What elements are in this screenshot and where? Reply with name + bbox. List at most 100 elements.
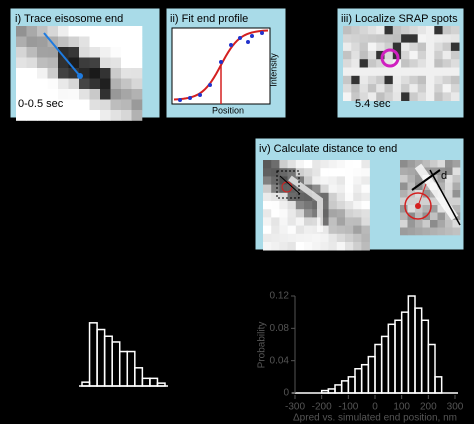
pixel [279,233,288,243]
y-tick-label: 0.04 [270,355,290,366]
pixel [361,168,370,177]
zoom-end [411,169,441,191]
pixel [131,68,143,79]
pixel [79,99,90,111]
histogram-bar [134,367,144,387]
pixel [79,57,90,69]
pixel [401,34,410,43]
histogram-bar [340,380,350,394]
pixel [400,160,408,168]
pixel [320,217,329,226]
pixel [121,57,132,69]
pixel [426,59,435,68]
pixel [376,75,385,85]
pixel [361,233,370,243]
pixel [47,78,59,90]
pixel [328,192,338,202]
pixel [16,36,27,48]
pixel [415,160,423,168]
pixel [345,192,354,202]
pixel [79,78,90,90]
histogram-bar [126,350,136,387]
pixel [345,184,354,194]
pixel [312,160,321,169]
pixel [279,225,288,235]
pixel [343,75,352,85]
pixel [359,34,369,43]
pixel [89,89,101,100]
pixel [110,36,122,48]
pixel [407,175,416,183]
pixel [328,176,338,185]
pixel [343,34,352,43]
pixel [392,34,402,43]
panel-title: ii) Fit end profile [170,13,248,25]
pixel [426,26,435,35]
pixel [16,110,27,121]
pixel [304,176,313,185]
pixel [437,175,446,183]
pixel [287,217,297,226]
pixel [417,67,427,77]
pixel [417,34,427,43]
pixel [328,225,338,235]
pixel [271,233,280,243]
pixel [26,57,38,69]
pixel [359,67,369,77]
pixel [445,190,453,198]
pixel [359,92,369,101]
pixel [121,47,132,58]
pixel [295,217,305,226]
pixel [279,201,288,210]
pixel [450,92,460,101]
pixel [263,201,272,210]
pixel [26,89,38,100]
pixel [110,57,122,69]
pixel [37,26,48,37]
pixel [345,160,354,169]
pixel [445,227,453,236]
end-tick [279,175,301,195]
pixel [400,197,408,206]
pixel [452,182,461,191]
pixel [100,99,111,111]
pixel [361,209,370,218]
pixel [263,184,272,194]
pixel [445,182,453,191]
pixel [430,167,438,176]
pixel [384,42,394,52]
pixel [415,197,423,206]
pixel [58,99,69,111]
pixel [89,110,101,121]
pixel [417,59,427,68]
pixel [89,36,101,48]
pixel [367,34,377,43]
pixel [320,225,329,235]
pixel [16,78,27,90]
pixel [351,75,360,85]
pixel [279,168,288,177]
pixel [110,26,122,37]
pixel [16,68,27,79]
axis-label: Intensity [268,53,278,87]
pixel [434,42,443,52]
pixel [345,242,354,251]
histogram-bar [380,335,390,394]
pixel [26,78,38,90]
pixel [409,26,418,35]
pixel [110,78,122,90]
distance-label: d [441,170,447,182]
pixel [343,84,352,93]
pixel [58,68,69,79]
pixel [442,59,452,68]
pixel [353,209,362,218]
histogram-bar [394,319,403,394]
pixel [37,68,48,79]
pixel [68,57,80,69]
pixel [417,92,427,101]
pixel [47,89,59,100]
pixel [430,197,438,206]
pixel [407,197,416,206]
pixel [407,190,416,198]
